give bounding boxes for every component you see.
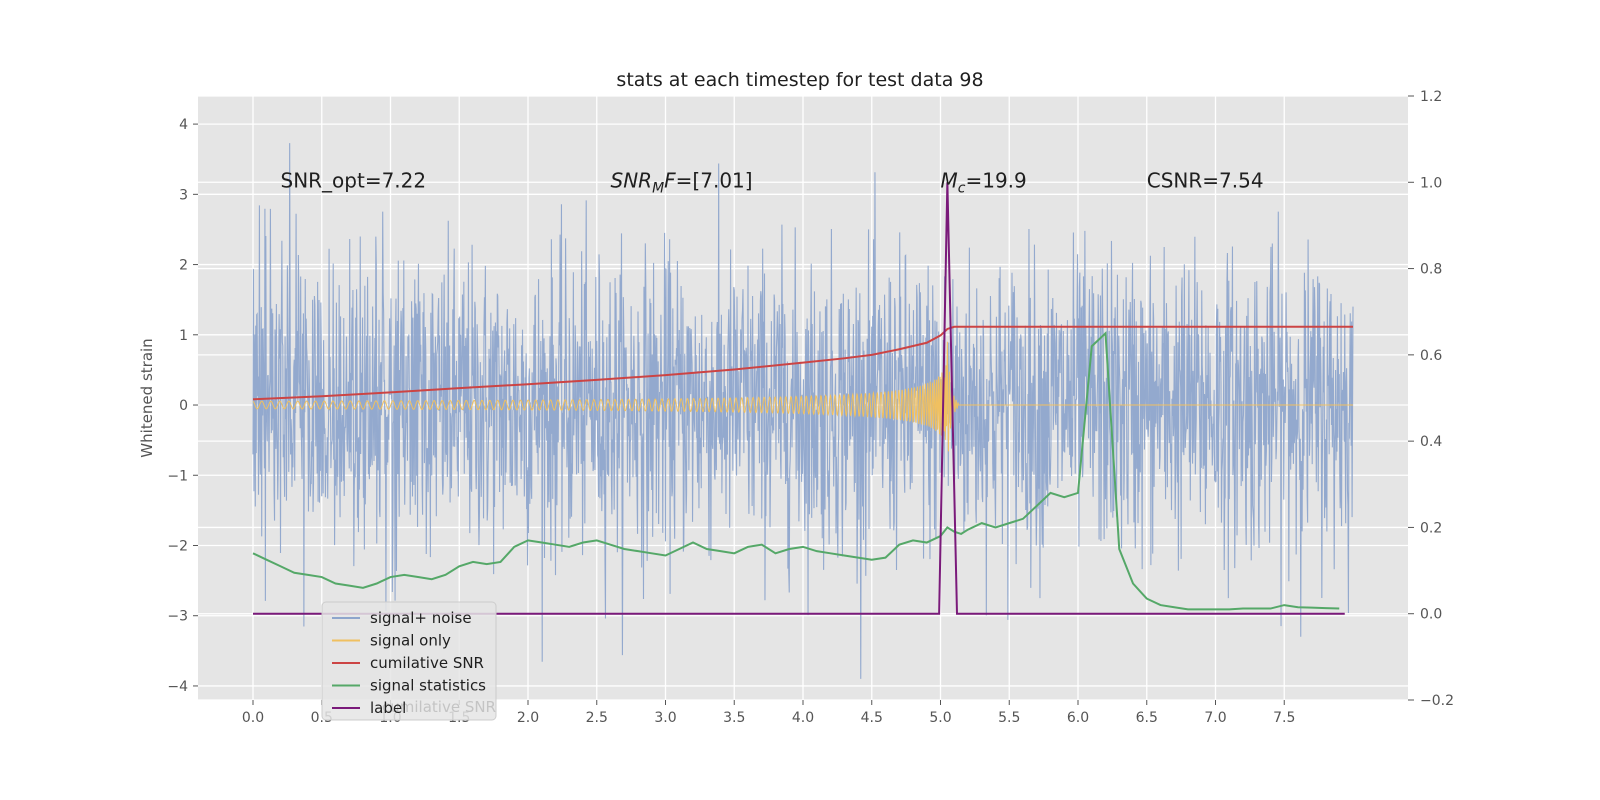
x-tick-label: 0.0 (242, 710, 264, 726)
y2-tick-label: −0.2 (1420, 693, 1454, 709)
y2-tick-label: 1.0 (1420, 175, 1442, 191)
y-tick-label: 4 (179, 117, 188, 133)
y2-tick-label: 0.8 (1420, 262, 1442, 278)
series-signal-noise-line (252, 143, 1354, 679)
y2-tick-label: 0.2 (1420, 520, 1442, 536)
y2-tick-label: 0.4 (1420, 434, 1442, 450)
y-tick-label: 3 (179, 187, 188, 203)
annotation-rest: F=[7.01] (664, 168, 752, 192)
annotation-0: SNR_opt=7.22 (281, 168, 427, 192)
x-tick-label: 7.5 (1273, 710, 1295, 726)
series-signal-only-line (252, 341, 1353, 452)
x-tick-label: 2.5 (586, 710, 608, 726)
y-tick-label: 2 (179, 258, 188, 274)
y-tick-label: 0 (179, 398, 188, 414)
y2-tick-label: 0.0 (1420, 607, 1442, 623)
y-tick-label: −1 (167, 468, 188, 484)
series-label-line (253, 182, 1345, 615)
x-tick-label: 7.0 (1204, 710, 1226, 726)
annotation-3: CSNR=7.54 (1147, 168, 1264, 192)
annotation-1: SNRMF=[7.01] (611, 168, 753, 196)
y-tick-label: 1 (179, 328, 188, 344)
legend-label: signal only (370, 632, 451, 650)
x-tick-label: 3.0 (654, 710, 676, 726)
x-tick-label: 6.0 (1067, 710, 1089, 726)
annotation-subscript: M (652, 180, 664, 196)
y2-tick-label: 1.2 (1420, 89, 1442, 105)
legend-label: signal statistics (370, 677, 486, 695)
x-tick-label: 5.5 (998, 710, 1020, 726)
x-tick-label: 5.0 (929, 710, 951, 726)
legend-ghost-text: cumilative SNR (382, 698, 496, 716)
legend-label: label (370, 699, 406, 717)
legend-label: signal+ noise (370, 609, 472, 627)
series-signal-statistics-line (252, 331, 1340, 611)
y-tick-label: −4 (167, 679, 188, 695)
y2-tick-label: 0.6 (1420, 348, 1442, 364)
y-axis-label: Whitened strain (138, 338, 156, 457)
annotation-base: M (941, 168, 958, 192)
y-tick-label: −3 (167, 609, 188, 625)
annotation-italic: F (664, 168, 676, 192)
annotation-rest: =19.9 (965, 168, 1026, 192)
annotation-value: =[7.01] (676, 168, 753, 192)
x-tick-label: 4.5 (861, 710, 883, 726)
legend-label: cumilative SNR (370, 654, 484, 672)
annotation-subscript: c (958, 180, 966, 196)
x-tick-label: 2.0 (517, 710, 539, 726)
x-tick-label: 3.5 (723, 710, 745, 726)
chart-title: stats at each timestep for test data 98 (616, 69, 983, 91)
y-tick-label: −2 (167, 538, 188, 554)
annotations: SNR_opt=7.22 SNRMF=[7.01] Mc=19.9 CSNR=7.54 (281, 168, 1264, 196)
series-layer (252, 143, 1354, 679)
annotation-2: Mc=19.9 (941, 168, 1027, 196)
legend: cumilative SNR signal+ noise signal only cu… (321, 601, 497, 721)
x-tick-label: 4.0 (792, 710, 814, 726)
series-cumilative-snr-line (252, 325, 1353, 401)
legend-box (321, 601, 497, 721)
annotation-base: SNR (611, 168, 653, 192)
x-tick-label: 6.5 (1136, 710, 1158, 726)
